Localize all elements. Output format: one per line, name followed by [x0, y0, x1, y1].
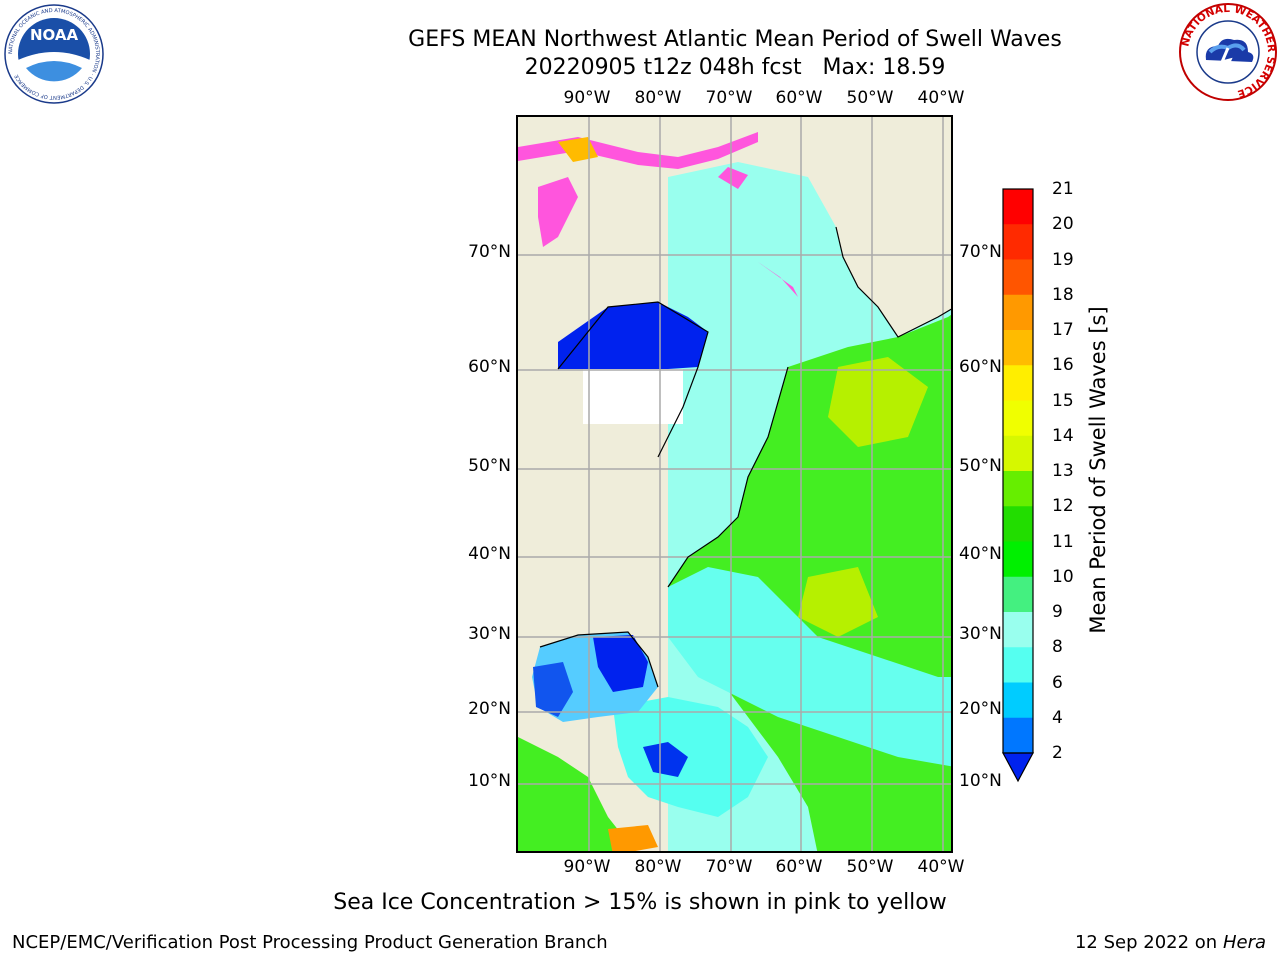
lon-label-bottom-50w: 50°W — [846, 857, 894, 877]
colorbar-tick-label: 21 — [1052, 179, 1074, 199]
colorbar-tick-label: 15 — [1052, 390, 1074, 411]
lon-label-top-80w: 80°W — [634, 88, 682, 108]
lat-label-left-10n: 10°N — [468, 771, 511, 791]
lat-label-left-50n: 50°N — [468, 456, 511, 476]
colorbar-tick-label: 16 — [1052, 355, 1074, 376]
colorbar-band — [1003, 435, 1033, 472]
lat-label-left-70n: 70°N — [468, 242, 511, 262]
lon-label-bottom-90w: 90°W — [563, 857, 611, 877]
date-stamp: 12 Sep 2022 on Hera — [1075, 932, 1266, 953]
lat-label-left-30n: 30°N — [468, 624, 511, 644]
ocean-cyan-subtropical — [668, 567, 951, 767]
map-field — [518, 117, 951, 851]
lon-label-top-70w: 70°W — [705, 88, 753, 108]
lon-label-top-50w: 50°W — [846, 88, 894, 108]
hudson-bay-masked — [583, 369, 683, 424]
lat-label-right-30n: 30°N — [959, 624, 1002, 644]
colorbar-tick-label: 10 — [1052, 566, 1074, 587]
colorbar-tick-label: 19 — [1052, 249, 1074, 270]
colorbar-band — [1003, 294, 1033, 331]
ocean-hudson-bay — [558, 302, 708, 369]
lon-label-bottom-60w: 60°W — [775, 857, 823, 877]
colorbar-band — [1003, 647, 1033, 683]
colorbar-tick-label: 12 — [1052, 496, 1074, 517]
colorbar-tick-label: 13 — [1052, 461, 1074, 481]
lon-label-top-40w: 40°W — [917, 88, 965, 108]
colorbar-band — [1003, 365, 1033, 401]
colorbar-band — [1003, 471, 1033, 507]
colorbar-band — [1003, 330, 1033, 366]
lat-label-left-40n: 40°N — [468, 544, 511, 564]
ocean-gulf-blue — [593, 635, 648, 692]
colorbar-frame — [1002, 188, 1034, 754]
noaa-logo: NOAA NATIONAL OCEANIC AND ATMOSPHERIC AD… — [4, 4, 104, 104]
noaa-logo-text: NOAA — [30, 26, 79, 44]
lat-label-right-40n: 40°N — [959, 544, 1002, 564]
ocean-caribbean-blue — [643, 742, 688, 777]
sea-ice-channel-2 — [538, 177, 578, 247]
colorbar-band — [1003, 541, 1033, 578]
date-text: 12 Sep 2022 on — [1074, 932, 1218, 953]
host-text: Hera — [1222, 932, 1266, 953]
colorbar-band — [1003, 259, 1033, 296]
sea-ice-note: Sea Ice Concentration > 15% is shown in … — [333, 890, 947, 915]
colorbar-band — [1003, 224, 1033, 260]
nws-logo: NATIONAL WEATHER SERVICE — [1178, 2, 1278, 102]
lon-label-bottom-80w: 80°W — [634, 857, 682, 877]
colorbar — [1001, 188, 1035, 783]
colorbar-tick-label: 11 — [1052, 531, 1074, 552]
lat-label-right-50n: 50°N — [959, 456, 1002, 476]
map-panel — [516, 115, 953, 853]
ocean-patch-yellowgreen-1 — [828, 357, 928, 447]
ocean-patch-yellowgreen-2 — [798, 567, 878, 637]
lat-label-right-60n: 60°N — [959, 357, 1002, 377]
lat-label-left-20n: 20°N — [468, 699, 511, 719]
map-title: GEFS MEAN Northwest Atlantic Mean Period… — [0, 26, 1280, 82]
title-line-1: GEFS MEAN Northwest Atlantic Mean Period… — [408, 27, 1062, 52]
colorbar-tick-label: 8 — [1052, 637, 1063, 658]
colorbar-band — [1003, 682, 1033, 719]
colorbar-tick-label: 20 — [1052, 214, 1074, 235]
sea-ice-channel-3 — [718, 167, 748, 189]
lat-label-left-60n: 60°N — [468, 357, 511, 377]
colorbar-band — [1003, 189, 1033, 225]
ocean-pacific-strip — [518, 737, 635, 851]
sea-ice-channel-1 — [518, 132, 758, 169]
colorbar-tick-label: 14 — [1052, 425, 1074, 446]
ocean-caribbean — [613, 697, 768, 817]
colorbar-tick-label: 2 — [1052, 743, 1063, 763]
coastlines — [539, 226, 951, 688]
ocean-gulf-blue-west — [533, 662, 573, 717]
title-line-2: 20220905 t12z 048h fcst Max: 18.59 — [524, 55, 946, 80]
ocean-pacific-orange — [608, 825, 658, 851]
lat-label-right-20n: 20°N — [959, 699, 1002, 719]
lon-label-bottom-70w: 70°W — [705, 857, 753, 877]
colorbar-tick-label: 9 — [1052, 602, 1063, 622]
colorbar-band — [1003, 576, 1033, 613]
colorbar-tick-label: 17 — [1052, 320, 1074, 340]
map-gridlines — [518, 117, 951, 851]
colorbar-band — [1003, 612, 1033, 648]
colorbar-tick-label: 4 — [1052, 707, 1063, 728]
lat-label-right-10n: 10°N — [959, 771, 1002, 791]
lon-label-top-90w: 90°W — [563, 88, 611, 108]
colorbar-swatches — [1001, 188, 1035, 783]
colorbar-band — [1003, 506, 1033, 542]
lat-label-right-70n: 70°N — [959, 242, 1002, 262]
colorbar-extension — [1001, 752, 1035, 783]
colorbar-band — [1003, 717, 1033, 754]
colorbar-label: Mean Period of Swell Waves [s] — [1086, 306, 1110, 634]
lon-label-bottom-40w: 40°W — [917, 857, 965, 877]
credit-text: NCEP/EMC/Verification Post Processing Pr… — [12, 932, 608, 953]
colorbar-band — [1003, 400, 1033, 437]
sea-ice-yellow — [558, 137, 598, 162]
colorbar-tick-label: 18 — [1052, 284, 1074, 305]
colorbar-tick-label: 6 — [1052, 672, 1063, 693]
lon-label-top-60w: 60°W — [775, 88, 823, 108]
